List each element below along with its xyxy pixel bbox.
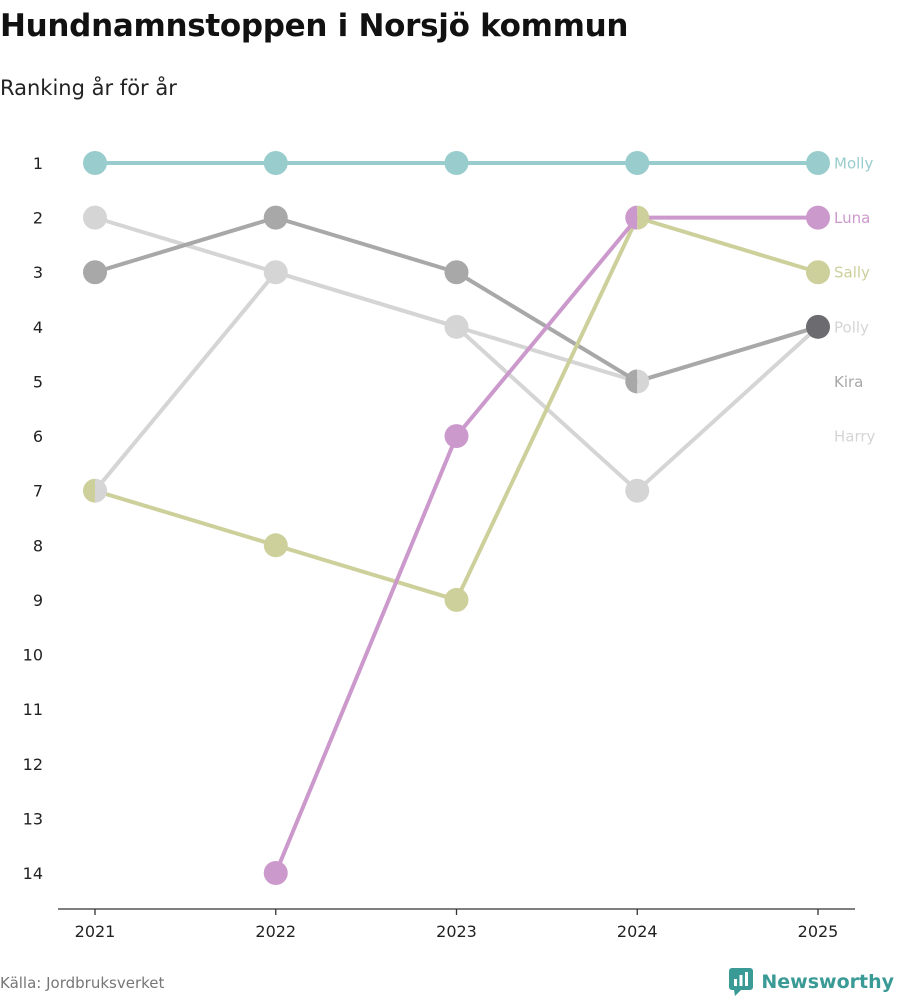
series-line-polly [93, 270, 820, 493]
y-tick-label: 5 [33, 372, 43, 391]
source-note: Källa: Jordbruksverket [0, 974, 165, 992]
series-points [83, 151, 830, 885]
series-label-luna: Luna [834, 209, 870, 227]
data-point-harry-polly-2022[interactable] [263, 260, 288, 285]
data-point-molly-2022[interactable] [263, 151, 288, 175]
data-point-kira-2022[interactable] [263, 205, 288, 230]
y-tick-label: 2 [33, 209, 43, 228]
x-tick-label: 2022 [255, 922, 296, 941]
y-tick-label: 8 [33, 536, 43, 555]
series-line-luna [273, 215, 820, 875]
data-point-harry-polly-kira-2025[interactable] [806, 314, 830, 339]
y-tick-label: 7 [33, 482, 43, 501]
data-point-molly-2024[interactable] [625, 151, 650, 175]
x-axis-ticks: 2021 2022 2023 2024 2025 [75, 909, 839, 941]
x-tick-label: 2025 [798, 922, 839, 941]
series-label-sally: Sally [834, 264, 870, 282]
data-point-molly-2025[interactable] [806, 151, 830, 175]
data-point-molly-2023[interactable] [444, 151, 469, 175]
y-tick-label: 9 [33, 591, 43, 610]
x-tick-label: 2021 [75, 922, 116, 941]
data-point-polly-sally-2021-left-half[interactable] [83, 478, 95, 503]
data-point-polly-sally-2021-right-half[interactable] [95, 478, 107, 503]
y-tick-label: 11 [23, 700, 43, 719]
data-point-sally-luna-2024-left-half[interactable] [625, 205, 638, 230]
brand-name: Newsworthy [761, 971, 894, 993]
data-point-luna-2025[interactable] [806, 205, 830, 230]
y-tick-label: 3 [33, 263, 43, 282]
series-end-labels: Molly Luna Sally Polly Kira Harry [834, 155, 876, 446]
data-point-harry-polly-2023[interactable] [444, 314, 469, 339]
y-tick-label: 12 [23, 755, 43, 774]
series-label-harry: Harry [834, 428, 876, 446]
data-point-kira-2021[interactable] [83, 260, 107, 285]
brand-logo[interactable]: Newsworthy [729, 968, 894, 996]
series-label-molly: Molly [834, 155, 873, 173]
y-tick-label: 14 [23, 864, 43, 883]
x-tick-label: 2023 [436, 922, 477, 941]
data-point-kira-2023[interactable] [444, 260, 469, 285]
y-tick-label: 1 [33, 154, 43, 173]
data-point-molly-2021[interactable] [83, 151, 107, 175]
chart-subtitle: Ranking år för år [0, 76, 177, 100]
data-point-polly-kira-2024-left-half[interactable] [625, 369, 638, 394]
data-point-sally-2023[interactable] [444, 587, 469, 612]
chart-title: Hundnamnstoppen i Norsjö kommun [0, 8, 629, 44]
y-tick-label: 13 [23, 809, 43, 828]
data-point-luna-2022[interactable] [263, 861, 288, 885]
data-point-sally-2025[interactable] [806, 260, 830, 285]
data-point-sally-luna-2024-right-half[interactable] [637, 205, 650, 230]
data-point-harry-2024[interactable] [625, 478, 650, 503]
data-point-harry-2021[interactable] [83, 205, 107, 230]
y-tick-label: 6 [33, 427, 43, 446]
newsworthy-logo-icon [729, 968, 754, 996]
data-point-sally-2022[interactable] [263, 533, 288, 558]
series-label-kira: Kira [834, 373, 863, 391]
y-tick-label: 4 [33, 318, 43, 337]
series-line-harry [93, 215, 820, 493]
y-tick-label: 10 [23, 646, 43, 665]
data-point-luna-2023[interactable] [444, 424, 469, 449]
series-label-polly: Polly [834, 318, 869, 336]
data-point-polly-kira-2024-right-half[interactable] [637, 369, 650, 394]
x-tick-label: 2024 [617, 922, 658, 941]
